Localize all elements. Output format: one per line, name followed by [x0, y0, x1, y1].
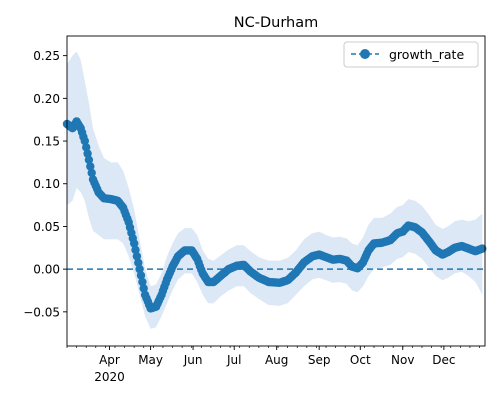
legend-marker-swatch	[360, 49, 370, 59]
y-axis: −0.05 0.00 0.05 0.10 0.15 0.20 0.25	[23, 49, 67, 319]
plot-frame	[66, 35, 486, 347]
data-point	[135, 264, 144, 274]
y-tick-label: 0.10	[33, 177, 60, 191]
data-point	[138, 277, 147, 287]
confidence-band	[67, 51, 483, 329]
legend-label-growth-rate: growth_rate	[389, 47, 464, 62]
x-tick-label: Apr	[99, 353, 120, 367]
data-point	[80, 136, 90, 146]
data-point	[131, 245, 140, 255]
y-tick-label: −0.05	[23, 305, 60, 319]
data-point	[136, 271, 146, 280]
x-tick-label: Dec	[432, 353, 455, 367]
x-tick-label: Jun	[183, 353, 203, 367]
x-axis: Apr 2020 May Jun Jul Aug Sep Oct Nov Dec	[66, 346, 480, 384]
x-tick-label: Oct	[350, 353, 371, 367]
data-point	[86, 162, 95, 171]
legend: growth_rate	[343, 41, 479, 68]
data-point	[139, 284, 148, 293]
y-tick-label: 0.25	[33, 49, 60, 63]
data-point	[130, 239, 139, 248]
series-markers-layer	[62, 117, 487, 313]
data-point	[82, 143, 91, 152]
data-point	[84, 155, 94, 164]
data-point	[132, 252, 142, 261]
data-point	[87, 168, 96, 178]
x-tick-label: Aug	[265, 353, 288, 367]
x-tick-label: May	[138, 353, 163, 367]
y-tick-label: 0.20	[33, 92, 60, 106]
y-tick-label: 0.15	[33, 135, 60, 149]
legend-box	[343, 41, 479, 68]
x-tick-label: Nov	[391, 353, 414, 367]
chart-title: NC-Durham	[234, 15, 318, 31]
confidence-band-layer	[67, 51, 483, 329]
x-tick-label: Jul	[226, 353, 241, 367]
y-tick-label: 0.00	[33, 263, 60, 277]
data-point	[134, 258, 143, 267]
x-tick-label: Sep	[308, 353, 331, 367]
y-tick-label: 0.05	[33, 220, 60, 234]
data-point	[478, 244, 487, 253]
x-tick-year-label: 2020	[94, 370, 125, 384]
